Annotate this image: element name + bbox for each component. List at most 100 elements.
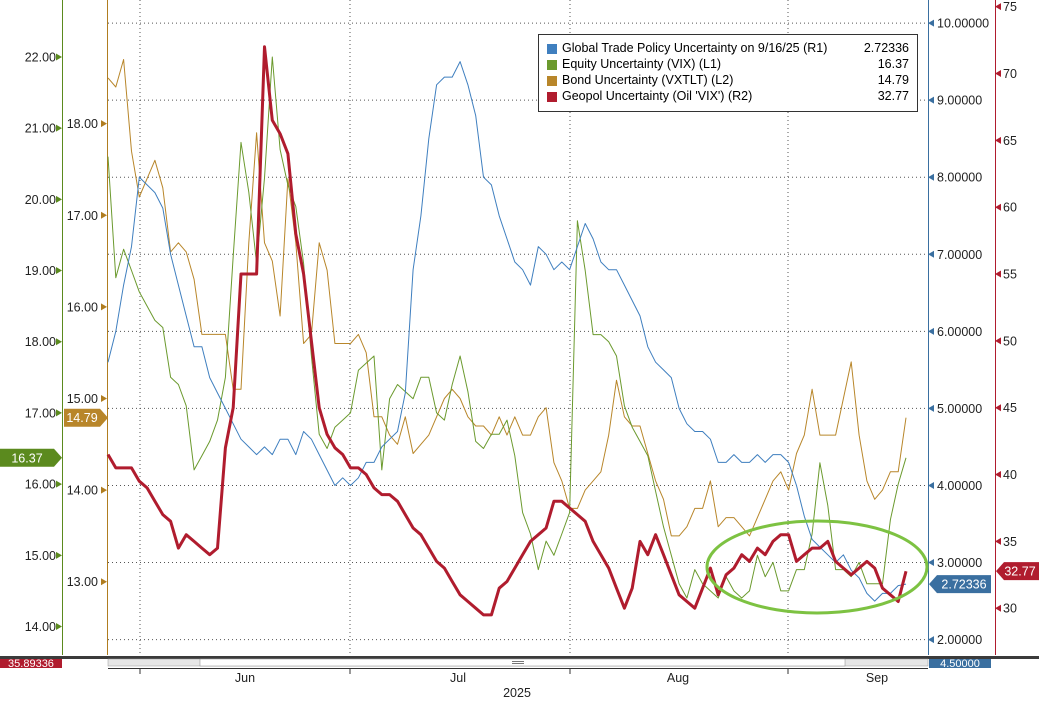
x-tick-label-0: Jun (235, 671, 255, 685)
legend-swatch-geopol (547, 92, 557, 102)
axis-r1-tick-label-1: 3.00000 (937, 556, 982, 570)
axis-l1-tick-6 (56, 195, 62, 203)
axis-l2-tick-3 (101, 303, 107, 311)
series-line-2 (107, 59, 907, 537)
badge-equity: 16.37 (11, 451, 42, 465)
x-tick-label-1: Jul (450, 671, 466, 685)
axis-l1-tick-0 (56, 623, 62, 631)
axis-r2-tick-2 (995, 471, 1001, 479)
axis-l2-tick-2 (101, 394, 107, 402)
axis-r2-tick-label-6: 60 (1003, 201, 1017, 215)
x-tick-label-2: Aug (667, 671, 689, 685)
legend-item-trade: Global Trade Policy Uncertainty on 9/16/… (547, 41, 909, 57)
axis-r1-tick-label-3: 5.00000 (937, 402, 982, 416)
axis-r2-tick-label-0: 30 (1003, 602, 1017, 616)
axis-l2-tick-label-0: 13.00 (67, 575, 98, 589)
axis-r2-tick-label-5: 55 (1003, 268, 1017, 282)
highlight-ellipse (705, 519, 929, 615)
axis-r2-tick-label-1: 35 (1003, 535, 1017, 549)
legend-item-equity: Equity Uncertainty (VIX) (L1) 16.37 (547, 57, 909, 73)
scrollbar-thumb (199, 658, 846, 667)
legend-label-geopol: Geopol Uncertainty (Oil 'VIX') (R2) (562, 89, 753, 103)
axis-l1-tick-2 (56, 480, 62, 488)
axis-r1-tick-8 (928, 19, 934, 27)
axis-r2-tick-1 (995, 537, 1001, 545)
axis-l2-tick-1 (101, 486, 107, 494)
axis-r2-tick-label-2: 40 (1003, 468, 1017, 482)
x-tick-label-3: Sep (866, 671, 888, 685)
axis-r2-tick-label-8: 70 (1003, 67, 1017, 81)
axis-r1-tick-label-6: 8.00000 (937, 171, 982, 185)
axis-r1-tick-0 (928, 636, 934, 644)
legend-value-trade: 2.72336 (863, 41, 909, 55)
axis-l1-tick-label-4: 18.00 (25, 335, 56, 349)
axis-r2-tick-4 (995, 337, 1001, 345)
axis-r2-tick-0 (995, 604, 1001, 612)
axis-l1-tick-label-0: 14.00 (25, 620, 56, 634)
axis-r2-tick-label-3: 45 (1003, 401, 1017, 415)
axis-l1-tick-label-7: 21.00 (25, 122, 56, 136)
axis-r2-tick-5 (995, 270, 1001, 278)
axis-r1-tick-4 (928, 327, 934, 335)
axis-r1-tick-6 (928, 173, 934, 181)
series-line-1 (107, 56, 907, 599)
axis-r1-tick-label-4: 6.00000 (937, 325, 982, 339)
axis-r1-tick-2 (928, 481, 934, 489)
axis-l2-tick-4 (101, 211, 107, 219)
legend: Global Trade Policy Uncertainty on 9/16/… (538, 34, 918, 112)
axis-r2-tick-6 (995, 203, 1001, 211)
axis-r1-tick-7 (928, 96, 934, 104)
x-year-label: 2025 (503, 686, 531, 700)
axis-l2-tick-label-3: 16.00 (67, 300, 98, 314)
axis-r2-tick-7 (995, 136, 1001, 144)
axis-l2-tick-0 (101, 578, 107, 586)
axis-r2-tick-label-7: 65 (1003, 134, 1017, 148)
axis-l1-tick-label-1: 15.00 (25, 549, 56, 563)
legend-swatch-equity (547, 60, 557, 70)
axis-l2-tick-label-1: 14.00 (67, 484, 98, 498)
legend-label-trade: Global Trade Policy Uncertainty on 9/16/… (562, 41, 828, 55)
badge-trade-bg (929, 575, 991, 594)
axis-l1-tick-5 (56, 267, 62, 275)
axis-l2-tick-5 (101, 120, 107, 128)
legend-value-bond: 14.79 (877, 73, 909, 87)
axis-l2-tick-label-4: 17.00 (67, 209, 98, 223)
axis-r2-tick-3 (995, 404, 1001, 412)
axis-l1-tick-label-2: 16.00 (25, 478, 56, 492)
axis-r1-tick-label-7: 9.00000 (937, 94, 982, 108)
legend-swatch-bond (547, 76, 557, 86)
badge-equity-bg (0, 448, 62, 467)
legend-value-equity: 16.37 (877, 57, 909, 71)
legend-label-equity: Equity Uncertainty (VIX) (L1) (562, 57, 722, 71)
axis-r2-tick-label-9: 75 (1003, 0, 1017, 14)
axis-r1-tick-label-8: 10.00000 (937, 17, 989, 31)
axis-r1-tick-label-2: 4.00000 (937, 479, 982, 493)
axis-l1-tick-3 (56, 409, 62, 417)
badge-trade: 2.72336 (941, 578, 986, 592)
axis-l1-tick-label-8: 22.00 (25, 50, 56, 64)
axis-r1-tick-3 (928, 404, 934, 412)
badge-right-bottom: 4.50000 (940, 658, 980, 670)
axis-l2-tick-label-2: 15.00 (67, 392, 98, 406)
series-line-0 (107, 61, 907, 602)
axis-l1-tick-label-6: 20.00 (25, 193, 56, 207)
axis-l1-tick-1 (56, 551, 62, 559)
axis-l1-tick-label-3: 17.00 (25, 406, 56, 420)
axis-r1-tick-1 (928, 559, 934, 567)
badge-geopol-bg (996, 562, 1039, 581)
legend-label-bond: Bond Uncertainty (VXTLT) (L2) (562, 73, 734, 87)
axis-r2-tick-8 (995, 70, 1001, 78)
series-line-3 (106, 45, 908, 617)
axis-l1-tick-4 (56, 338, 62, 346)
legend-value-geopol: 32.77 (877, 89, 909, 103)
axis-r1-tick-label-0: 2.00000 (937, 633, 982, 647)
axis-l1-tick-8 (56, 53, 62, 61)
legend-item-geopol: Geopol Uncertainty (Oil 'VIX') (R2) 32.7… (547, 89, 909, 105)
axis-l1-tick-7 (56, 124, 62, 132)
axis-r2-tick-label-4: 50 (1003, 334, 1017, 348)
axis-r1-tick-5 (928, 250, 934, 258)
badge-geopol: 32.77 (1004, 565, 1035, 579)
badge-left-bottom: 35.89336 (8, 658, 54, 670)
axis-l1-tick-label-5: 19.00 (25, 264, 56, 278)
